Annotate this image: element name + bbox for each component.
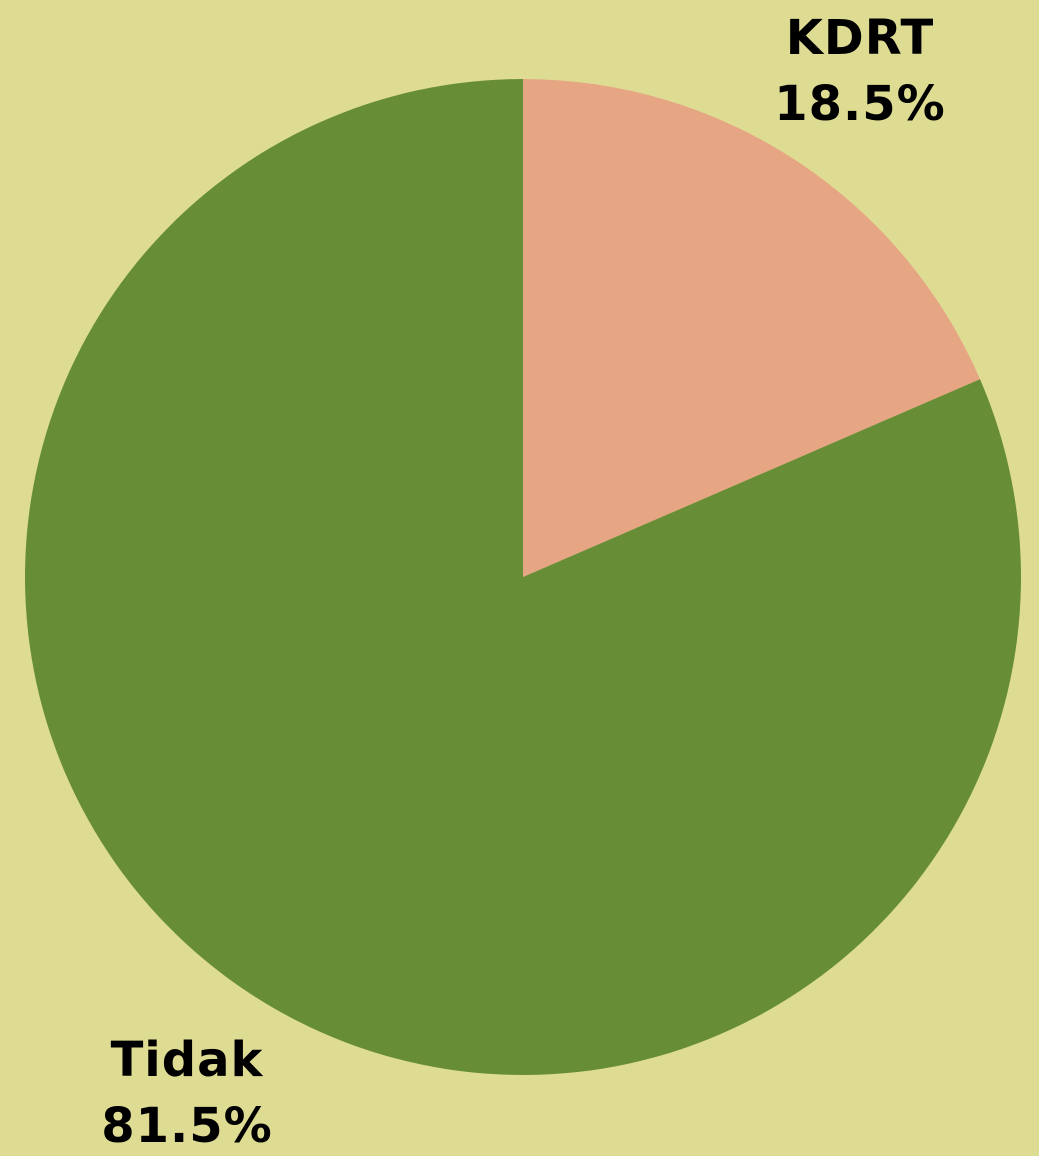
- slice-label-kdrt: KDRT 18.5%: [760, 14, 960, 146]
- pie-slice-kdrt: [523, 79, 981, 577]
- slice-label-kdrt-value: 18.5%: [774, 76, 946, 132]
- slice-label-tidak: Tidak 81.5%: [87, 1036, 287, 1156]
- slice-label-kdrt-name: KDRT: [785, 10, 935, 66]
- slice-label-tidak-value: 81.5%: [101, 1098, 273, 1154]
- pie-slice-tidak: [24, 79, 1021, 1075]
- slice-label-tidak-name: Tidak: [110, 1032, 264, 1088]
